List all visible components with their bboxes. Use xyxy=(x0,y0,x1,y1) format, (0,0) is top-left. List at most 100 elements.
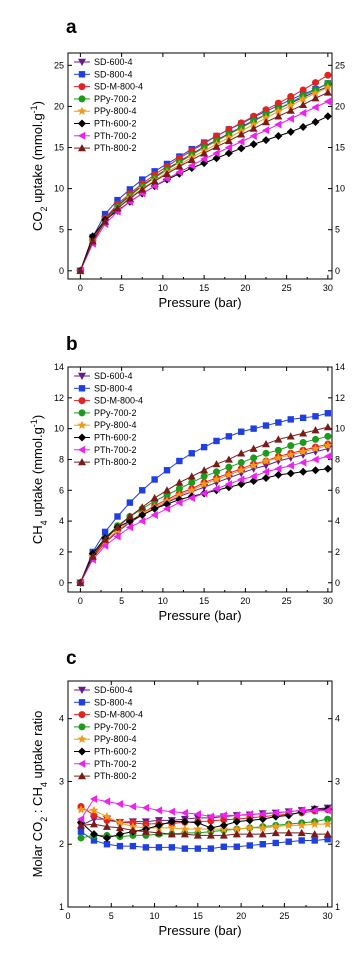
data-point xyxy=(193,810,202,819)
data-point xyxy=(298,94,308,103)
data-point xyxy=(76,578,85,586)
data-point xyxy=(298,447,308,456)
data-point xyxy=(311,466,320,475)
data-point xyxy=(139,487,146,494)
data-point xyxy=(187,485,197,495)
data-point xyxy=(101,535,110,543)
legend-marker xyxy=(78,385,86,392)
data-point xyxy=(167,823,177,832)
data-point xyxy=(76,804,86,814)
data-point xyxy=(115,830,124,839)
data-point xyxy=(323,423,332,431)
y-axis-title: CH4 uptake (mmol.g-1) xyxy=(29,415,49,544)
data-point xyxy=(237,459,245,467)
data-point xyxy=(232,811,240,820)
legend-marker xyxy=(78,397,86,405)
data-point xyxy=(114,196,121,204)
data-point xyxy=(323,452,332,461)
y-tick-label-right: 4 xyxy=(335,714,340,724)
x-tick-label: 15 xyxy=(199,283,209,293)
data-point xyxy=(200,149,209,157)
data-point xyxy=(286,461,294,470)
data-point xyxy=(323,830,332,838)
x-axis-title: Pressure (bar) xyxy=(158,295,241,310)
data-point xyxy=(150,493,159,502)
data-point xyxy=(181,845,189,852)
data-point xyxy=(299,108,307,117)
y-tick-label-right: 5 xyxy=(335,225,340,235)
data-point xyxy=(259,841,266,848)
data-point xyxy=(76,821,85,829)
data-point xyxy=(128,802,137,811)
data-point xyxy=(237,137,245,146)
y-tick-label-right: 0 xyxy=(335,578,340,588)
data-point xyxy=(101,217,110,225)
data-point xyxy=(88,552,97,560)
y-tick-label: 0 xyxy=(59,578,64,588)
series-PTh-800-2 xyxy=(76,423,332,586)
y-tick-label: 5 xyxy=(59,225,64,235)
data-point xyxy=(114,513,121,520)
data-point xyxy=(262,473,270,482)
legend-label: PTh-700-2 xyxy=(94,445,137,455)
data-point xyxy=(193,818,202,827)
data-point xyxy=(89,795,98,804)
data-point xyxy=(200,466,209,474)
data-point xyxy=(154,806,163,815)
data-point xyxy=(167,807,176,816)
legend: SD-600-4 SD-800-4 SD-M-800-4 PPy-700-2 PPy-8… xyxy=(74,371,143,467)
legend: SD-600-4 SD-800-4 SD-M-800-4 PPy-700-2 PPy-8… xyxy=(74,57,143,153)
data-point xyxy=(258,823,268,832)
y-axis-title-part: uptake ratio xyxy=(30,711,45,783)
data-point xyxy=(224,455,233,463)
data-point xyxy=(175,498,183,507)
data-point xyxy=(224,136,233,145)
data-point xyxy=(126,186,134,193)
data-point xyxy=(113,204,122,212)
data-point xyxy=(323,112,332,121)
data-point xyxy=(299,467,308,476)
data-point xyxy=(274,120,282,129)
data-point xyxy=(212,149,220,158)
data-point xyxy=(323,819,333,828)
data-point xyxy=(77,828,85,835)
data-point xyxy=(175,162,184,170)
data-point xyxy=(286,469,295,478)
data-point xyxy=(138,185,147,193)
data-point xyxy=(207,845,215,852)
legend-marker xyxy=(78,772,86,780)
data-point xyxy=(297,820,307,830)
y-tick-label: 4 xyxy=(59,714,64,724)
data-point xyxy=(262,118,270,126)
data-point xyxy=(299,458,307,467)
data-point xyxy=(258,810,266,819)
legend-label: PTh-600-2 xyxy=(94,119,137,129)
legend-marker xyxy=(78,747,86,756)
x-tick-label: 10 xyxy=(150,911,160,921)
x-tick-label: 5 xyxy=(109,911,114,921)
x-tick-label: 5 xyxy=(119,596,124,606)
data-point xyxy=(310,806,318,815)
legend-label: PPy-800-4 xyxy=(94,420,137,430)
data-point xyxy=(310,830,319,838)
data-point xyxy=(286,450,296,459)
series-PTh-700-2 xyxy=(76,795,331,824)
data-point xyxy=(220,843,228,850)
data-point xyxy=(324,836,331,843)
data-point xyxy=(89,805,99,815)
data-point xyxy=(206,823,215,832)
data-point xyxy=(224,143,233,152)
y-axis-title-part: uptake (mmol.g xyxy=(30,427,45,520)
series-PTh-800-2 xyxy=(76,820,332,839)
y-tick-label: 20 xyxy=(54,101,64,111)
data-point xyxy=(273,106,283,116)
data-point xyxy=(271,808,279,817)
data-point xyxy=(262,126,270,135)
legend-marker xyxy=(78,458,86,466)
y-tick-label: 6 xyxy=(59,485,64,495)
data-point xyxy=(287,442,295,450)
data-point xyxy=(312,79,319,87)
data-point xyxy=(212,142,221,150)
data-point xyxy=(187,472,196,480)
